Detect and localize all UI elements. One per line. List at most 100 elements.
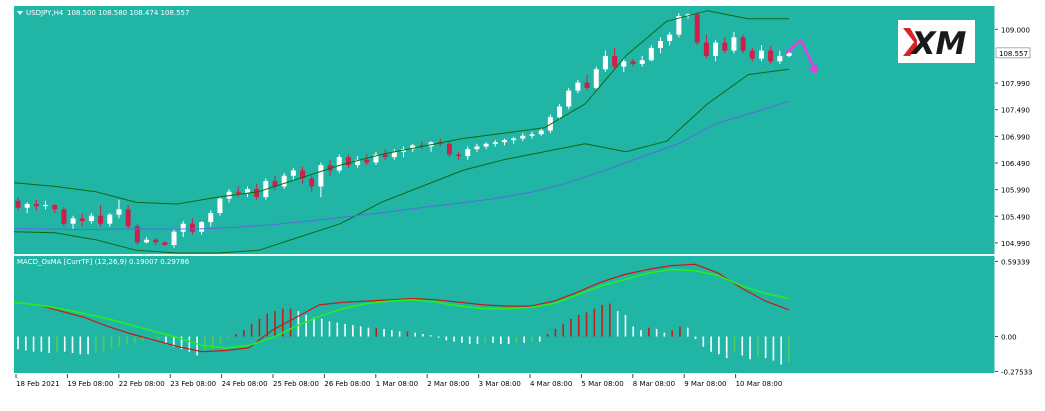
candle-body — [529, 134, 535, 136]
candle-body — [134, 226, 140, 243]
candle-body — [694, 14, 700, 43]
candle-body — [189, 223, 195, 232]
candle-body — [731, 37, 737, 51]
candle-body — [52, 205, 58, 210]
candle-body — [777, 55, 783, 62]
candle-body — [272, 181, 278, 187]
candle-body — [446, 143, 452, 155]
time-tick-label: 23 Feb 08:00 — [170, 380, 216, 388]
candle-body — [373, 154, 379, 163]
candle-body — [391, 151, 397, 158]
candle-body — [658, 41, 663, 48]
macd-tick-label: 0.59339 — [1001, 258, 1030, 266]
macd-tick-label: 0.00 — [1001, 334, 1017, 342]
candle-body — [612, 55, 618, 67]
candle-body — [538, 130, 544, 135]
candle-body — [180, 223, 186, 232]
candle-body — [327, 165, 333, 171]
candle-body — [676, 15, 682, 35]
time-tick-label: 5 Mar 08:00 — [581, 380, 623, 388]
candle-body — [107, 214, 113, 224]
candle-body — [300, 170, 306, 179]
candle-body — [318, 165, 324, 187]
candle-body — [153, 239, 159, 243]
candle-body — [419, 145, 425, 147]
candle-body — [685, 14, 691, 16]
time-tick-label: 26 Feb 08:00 — [324, 380, 370, 388]
price-tick-label: 106.990 — [1001, 133, 1030, 141]
time-tick-label: 1 Mar 08:00 — [376, 380, 418, 388]
candle-body — [199, 222, 205, 232]
macd-tick-label: -0.27533 — [1001, 368, 1032, 376]
price-tick-label: 107.990 — [1001, 80, 1030, 88]
bollinger-upper-line — [13, 10, 789, 205]
xm-logo: XM — [898, 20, 975, 63]
candle-body — [722, 42, 728, 51]
candle-body — [336, 157, 342, 171]
time-tick-label: 18 Feb 2021 — [16, 380, 60, 388]
time-tick-label: 19 Feb 08:00 — [67, 380, 113, 388]
candle-body — [79, 218, 85, 222]
candle-body — [639, 60, 645, 64]
time-tick-label: 10 Mar 08:00 — [736, 380, 783, 388]
overlay-indicators-group — [13, 10, 818, 254]
time-tick-label: 24 Feb 08:00 — [222, 380, 268, 388]
symbol-label: USDJPY,H4 — [26, 9, 64, 17]
time-tick-label: 25 Feb 08:00 — [273, 380, 319, 388]
price-axis: 109.000 108.557 107.990 107.490 106.990 106.4… — [995, 26, 1032, 376]
candle-body — [593, 69, 599, 88]
price-tick-label: 109.000 — [1001, 26, 1030, 34]
symbol-header: USDJPY,H4 108.500 108.580 108.474 108.55… — [17, 9, 189, 17]
time-tick-label: 2 Mar 08:00 — [427, 380, 469, 388]
candle-body — [144, 239, 149, 243]
candle-body — [364, 159, 370, 163]
xm-logo-text: XM — [910, 26, 967, 62]
candle-body — [456, 154, 462, 157]
candle-body — [703, 42, 709, 56]
xm-logo-mark-icon — [903, 28, 917, 56]
macd-group — [13, 263, 790, 365]
xm-logo-bg — [898, 20, 975, 63]
macd-main-line — [13, 263, 790, 353]
main-panel-bg — [14, 6, 995, 254]
price-tick-label: 105.990 — [1001, 187, 1030, 195]
candle-body — [575, 82, 581, 91]
candle-body — [235, 191, 241, 194]
candle-body — [281, 175, 287, 187]
candle-body — [483, 143, 489, 147]
candle-body — [61, 209, 67, 224]
candle-body — [217, 198, 223, 214]
candle-body — [15, 200, 21, 208]
candle-body — [410, 145, 416, 150]
forecast-arrow-line — [785, 38, 818, 73]
chevron-down-icon[interactable] — [17, 11, 23, 15]
candle-body — [602, 55, 608, 70]
candle-body — [116, 209, 122, 215]
time-tick-label: 4 Mar 08:00 — [530, 380, 572, 388]
candle-body — [355, 159, 361, 166]
candle-body — [382, 154, 388, 158]
candle-body — [125, 209, 131, 227]
candle-body — [520, 135, 526, 139]
price-tick-label: 107.490 — [1001, 107, 1030, 115]
indicator-panel-bg — [14, 256, 995, 373]
candle-body — [786, 52, 792, 56]
candle-body — [162, 242, 168, 246]
candle-body — [465, 149, 471, 157]
candle-body — [244, 189, 250, 194]
candle-body — [768, 50, 774, 62]
time-axis: 18 Feb 2021 19 Feb 08:00 22 Feb 08:00 23 Fe… — [15, 374, 783, 388]
bollinger-lower-line — [13, 68, 790, 254]
moving-average-line — [13, 100, 790, 231]
candle-body — [43, 205, 49, 207]
candle-body — [648, 47, 654, 61]
candle-body — [208, 213, 214, 223]
candle-body — [254, 189, 260, 198]
time-tick-label: 9 Mar 08:00 — [684, 380, 726, 388]
candle-body — [511, 138, 517, 141]
candle-body — [630, 61, 636, 64]
candle-body — [740, 37, 746, 51]
candle-body — [749, 50, 755, 59]
candle-body — [621, 61, 627, 67]
